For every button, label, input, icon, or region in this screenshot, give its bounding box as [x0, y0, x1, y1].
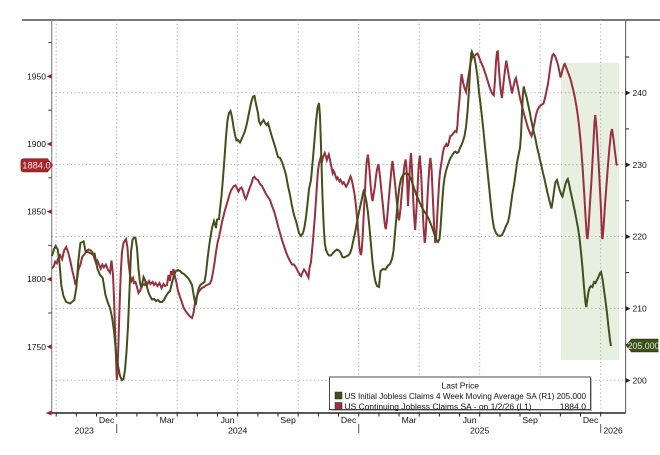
svg-text:US Continuing Jobless Claims S: US Continuing Jobless Claims SA - on 1/2… [345, 401, 532, 411]
svg-text:2025: 2025 [470, 426, 489, 436]
svg-text:2026: 2026 [603, 426, 622, 436]
svg-text:205.000: 205.000 [628, 341, 660, 351]
svg-text:210: 210 [633, 304, 647, 314]
svg-text:2024: 2024 [228, 426, 247, 436]
svg-text:Jun: Jun [221, 415, 235, 425]
svg-text:240: 240 [633, 88, 647, 98]
svg-text:Dec: Dec [341, 415, 357, 425]
svg-text:1884.0: 1884.0 [560, 401, 587, 411]
svg-text:Mar: Mar [402, 415, 417, 425]
svg-text:1750: 1750 [27, 342, 46, 352]
svg-text:1900: 1900 [27, 139, 46, 149]
svg-text:1950: 1950 [27, 71, 46, 81]
svg-text:Dec: Dec [99, 415, 115, 425]
svg-text:1800: 1800 [27, 274, 46, 284]
svg-text:Dec: Dec [583, 415, 599, 425]
svg-text:220: 220 [633, 232, 647, 242]
svg-text:Sep: Sep [280, 415, 296, 425]
svg-text:1884.0: 1884.0 [22, 161, 50, 171]
svg-text:1850: 1850 [27, 207, 46, 217]
svg-text:US Initial Jobless Claims 4 We: US Initial Jobless Claims 4 Week Moving … [345, 391, 587, 401]
svg-text:200: 200 [633, 376, 647, 386]
svg-text:Last Price: Last Price [442, 381, 480, 391]
svg-text:Mar: Mar [160, 415, 175, 425]
svg-text:Jun: Jun [463, 415, 477, 425]
svg-text:230: 230 [633, 160, 647, 170]
svg-text:2023: 2023 [75, 426, 94, 436]
svg-text:Sep: Sep [522, 415, 538, 425]
